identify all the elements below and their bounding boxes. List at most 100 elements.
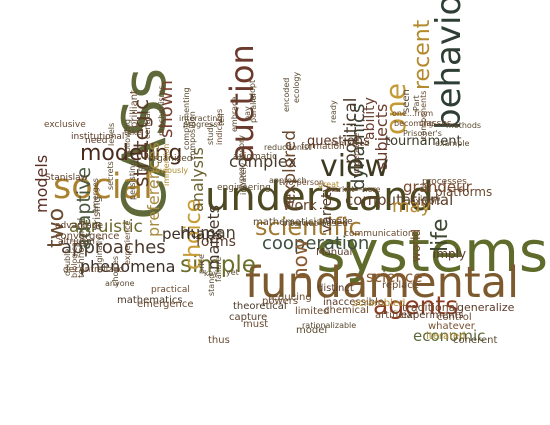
word-recent: recent (410, 19, 435, 90)
word-communication: communication (344, 229, 414, 239)
word-altruistic: altruistic (69, 217, 143, 237)
word-theory: theory (237, 134, 246, 161)
word-approach: approach (269, 176, 307, 185)
word-decentralized: decentralized (63, 265, 125, 275)
word-perhaps: perhaps (162, 225, 223, 243)
word-modeling: modeling (80, 141, 183, 166)
word-practical: practical (151, 285, 190, 295)
word-work: work (283, 198, 317, 214)
word-forms: forms (196, 234, 236, 250)
word-engineering: engineering (217, 183, 271, 193)
word-ready: ready (329, 100, 338, 123)
word-previously: previously (147, 166, 189, 175)
word-scientific: scientific (255, 213, 362, 241)
word-price: price (197, 254, 206, 274)
word-make: make (328, 217, 353, 227)
word-platforms: platforms (435, 185, 493, 199)
word-now: now (288, 238, 312, 280)
word-two-person: two-person (279, 178, 325, 187)
word-mathematics: mathematics (117, 295, 183, 306)
word-example: example (435, 139, 470, 148)
word-prisoner-s: Prisoner's (403, 129, 442, 138)
word-large: large (420, 194, 441, 203)
word-formation: formation (301, 142, 345, 152)
word-central: central (143, 111, 152, 139)
word-axiomatic: axiomatic (233, 152, 278, 162)
word-iterated: iterated (426, 331, 466, 342)
word-replace: replace (382, 280, 419, 291)
word-cooperation: cooperation (262, 233, 370, 254)
word-one-from: one...from (392, 109, 434, 118)
word-grandeur: grandeur (403, 178, 472, 196)
word-market-here: market—here (326, 185, 381, 194)
word-great: great (318, 180, 340, 189)
word-computational: computational (345, 191, 454, 209)
word-scrambled: scrambled (353, 298, 406, 309)
word-mechanisms: mechanisms (157, 85, 166, 136)
word-organized: organized (148, 154, 193, 164)
word-persisting: persisting (128, 160, 137, 200)
word-institutional: institutional (71, 132, 125, 142)
word-tournament: tournament (385, 134, 462, 149)
word-technological: technological (77, 217, 87, 278)
word-reductionist: reductionist (264, 143, 312, 152)
word-social: social (53, 167, 153, 207)
word-internet-based: internet-based (282, 219, 348, 229)
word-interacting: interacting (179, 114, 223, 123)
word-chemical: chemical (324, 305, 369, 316)
word-take: take (124, 128, 142, 137)
word-behavior: behavior (429, 0, 469, 130)
word-yet: yet (226, 268, 239, 277)
word-ecology: ecology (292, 71, 301, 103)
word-theoretical: theoretical (233, 301, 287, 312)
word-seen: seen (401, 89, 412, 113)
word-powers: powers (262, 296, 299, 307)
word-questions: questions (307, 134, 370, 149)
word-agents: agents (373, 291, 459, 320)
word-imperative: imperative (352, 132, 361, 176)
word-need: need (85, 136, 108, 146)
word-economic: economic (413, 327, 486, 345)
word-advantage: advantage (55, 221, 104, 231)
word-originally: originally (95, 236, 104, 273)
word-levels: levels (107, 122, 116, 146)
word-double: double (63, 248, 72, 276)
word-use: use (138, 164, 153, 173)
word-must: must (243, 319, 269, 330)
word-model: model (296, 325, 328, 336)
word-parallel: parallel (249, 93, 258, 123)
word-remarked: remarked (331, 139, 370, 148)
word-altruism: altruism (58, 237, 95, 247)
word-artificial: artificial (375, 310, 416, 321)
word-thus: thus (208, 335, 230, 346)
word-phenomena: phenomena (80, 257, 176, 276)
word-encoded: encoded (282, 77, 291, 112)
word-indicates: indicates (215, 108, 224, 145)
word-stanislaw: Stanislaw (45, 173, 89, 183)
word-methods: methods (446, 121, 482, 130)
word-brilliant: brilliant (129, 90, 140, 128)
word-stand: stand (207, 273, 216, 296)
word-exploit: exploit (410, 197, 441, 207)
word-science: science (366, 268, 423, 286)
word-imply: imply (433, 247, 467, 261)
word-part: Part (412, 95, 421, 111)
word-view: view (320, 149, 390, 184)
word-convergence: convergence (55, 231, 120, 242)
word-may: may (392, 196, 432, 217)
word-mathematician: mathematician (253, 217, 329, 228)
word-emerges: emerges (91, 178, 100, 213)
word-emergence: emergence (137, 299, 194, 310)
word-capture: capture (229, 312, 268, 323)
word-understand: understand (205, 174, 434, 220)
word-models: models (32, 154, 51, 213)
word-study: study (206, 122, 215, 145)
word-simple: simple (180, 252, 256, 278)
word-inaccessible: inaccessible (323, 297, 384, 308)
word-ability: ability (362, 97, 378, 140)
word-coherent: coherent (453, 335, 498, 346)
word-key: key (204, 269, 219, 278)
word-biological: biological (70, 239, 79, 278)
word-limited: limited (295, 306, 330, 317)
